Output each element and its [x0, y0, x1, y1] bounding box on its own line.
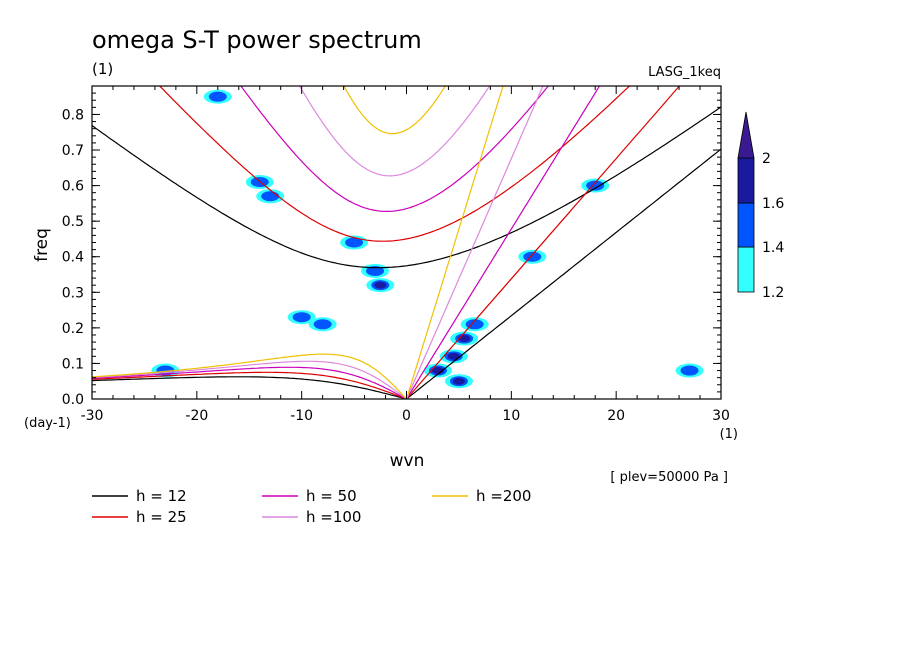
- x-tick-label: -10: [290, 408, 313, 424]
- y-tick-label: 0.3: [62, 285, 84, 301]
- y-tick-label: 0.7: [62, 143, 84, 159]
- y-unit-label: (day-1): [24, 416, 71, 431]
- ig-wave-curve: [343, 86, 446, 135]
- kelvin-wave-curve: [405, 86, 544, 399]
- kelvin-wave-curve: [406, 86, 681, 399]
- y-tick-label: 0.0: [62, 392, 84, 408]
- rossby-wave-curve: [92, 353, 407, 399]
- colorbar-segment: [737, 246, 755, 293]
- contour-blob-core: [208, 91, 227, 102]
- legend-label: h =100: [306, 508, 361, 526]
- y-tick-label: 0.2: [62, 321, 84, 337]
- y-axis-label: freq: [32, 228, 52, 262]
- kelvin-wave-curve: [405, 86, 504, 399]
- colorbar-segment: [737, 202, 755, 248]
- legend-label: h = 50: [306, 487, 357, 505]
- rossby-wave-curve: [92, 360, 407, 399]
- contour-blob-core: [366, 265, 385, 276]
- ig-wave-curve: [92, 106, 721, 269]
- y-tick-label: 0.4: [62, 250, 84, 266]
- contour-blob-core: [313, 319, 332, 330]
- ig-wave-curve: [298, 86, 491, 177]
- rossby-wave-curve: [92, 366, 407, 399]
- axes-layer: -30 -20 -10 0 10 20 30 0.0 0.1 0.2 0.3 0.4 0.5 0.6 0.7…: [62, 86, 730, 424]
- ig-wave-curve: [240, 86, 550, 212]
- colorbar-label: 1.4: [762, 240, 784, 256]
- chart-title: omega S-T power spectrum: [92, 26, 422, 54]
- colorbar-label: 1.6: [762, 196, 784, 212]
- colorbar-label: 2: [762, 151, 771, 167]
- y-tick-label: 0.5: [62, 214, 84, 230]
- plot-frame: [91, 85, 722, 400]
- dispersion-curves-layer: [92, 86, 721, 399]
- x-tick-label: 0: [402, 408, 411, 424]
- contour-blob-core: [261, 191, 280, 202]
- contour-blob-peak: [447, 352, 460, 360]
- model-label: LASG_1keq: [648, 65, 721, 80]
- contour-blob-core: [292, 312, 311, 323]
- chart-subtitle: (1): [92, 60, 113, 78]
- rossby-wave-curve: [92, 376, 407, 399]
- x-tick-label: 10: [502, 408, 520, 424]
- x-tick-label: -30: [81, 408, 104, 424]
- y-tick-label: 0.6: [62, 179, 84, 195]
- rossby-wave-curve: [92, 371, 407, 399]
- kelvin-wave-curve: [405, 86, 601, 399]
- colorbar-arrow: [737, 111, 755, 159]
- legend-label: h =200: [476, 487, 531, 505]
- kelvin-wave-curve: [406, 148, 721, 399]
- x-tick-label: -20: [185, 408, 208, 424]
- level-note: [ plev=50000 Pa ]: [610, 470, 728, 485]
- x-axis-label: wvn: [390, 451, 425, 471]
- contour-blob-core: [345, 237, 364, 248]
- x-tick-label: 30: [712, 408, 730, 424]
- x-tick-label: 20: [607, 408, 625, 424]
- contour-blob-core: [680, 365, 699, 376]
- contour-blob-peak: [374, 281, 387, 289]
- y-tick-label: 0.8: [62, 107, 84, 123]
- contour-blob-peak: [452, 377, 465, 385]
- y-tick-label: 0.1: [62, 356, 84, 372]
- legend: h = 12 h = 25 h = 50 h =100 h =200: [92, 487, 531, 526]
- colorbar: 1.2 1.4 1.6 2: [737, 111, 784, 301]
- colorbar-segment: [737, 157, 755, 204]
- legend-label: h = 25: [136, 508, 187, 526]
- legend-label: h = 12: [136, 487, 187, 505]
- colorbar-label: 1.2: [762, 285, 784, 301]
- contour-fill-layer: [151, 89, 704, 389]
- contour-blob-core: [523, 251, 542, 262]
- x-unit-label: (1): [720, 427, 738, 442]
- ig-wave-curve: [158, 86, 631, 242]
